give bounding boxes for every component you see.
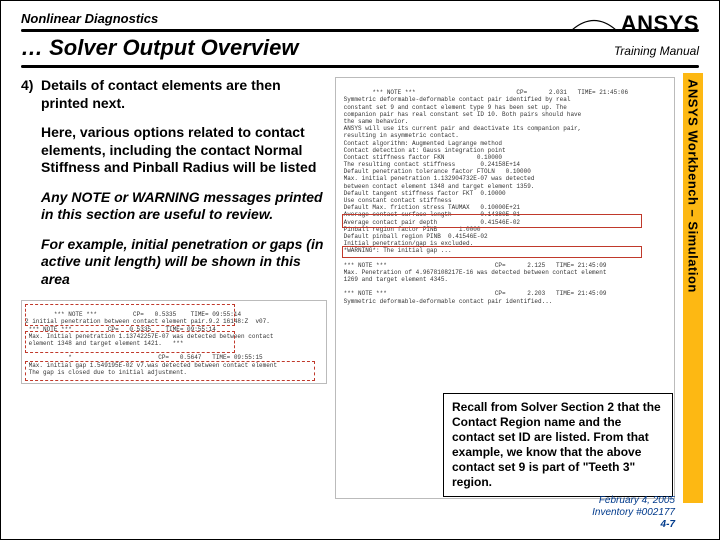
highlight-dashed-1 — [25, 304, 235, 326]
logo-text: ANSYS — [621, 11, 699, 36]
slide: Nonlinear Diagnostics ANSYS … Solver Out… — [0, 0, 720, 540]
side-stripe: ANSYS Workbench – Simulation — [683, 73, 703, 503]
note-box: Recall from Solver Section 2 that the Co… — [443, 393, 673, 497]
divider-below-title — [21, 65, 699, 68]
left-column: 4) Details of contact elements are then … — [21, 77, 327, 499]
highlight-box-2 — [342, 246, 642, 258]
paragraph-1: Here, various options related to contact… — [21, 124, 327, 177]
header-top-row: Nonlinear Diagnostics ANSYS — [21, 11, 699, 37]
slide-title: … Solver Output Overview — [21, 35, 299, 61]
bullet-4-text: Details of contact elements are then pri… — [41, 77, 281, 111]
right-column: *** NOTE *** CP= 2.031 TIME= 21:45:06 Sy… — [335, 77, 675, 499]
paragraph-2: Any NOTE or WARNING messages printed in … — [21, 189, 327, 224]
paragraph-3: For example, initial penetration or gaps… — [21, 236, 327, 289]
logo: ANSYS — [572, 11, 699, 37]
divider-top — [21, 29, 699, 32]
training-manual-label: Training Manual — [614, 44, 699, 58]
footer-inventory: Inventory #002177 — [592, 507, 675, 519]
title-row: … Solver Output Overview Training Manual — [21, 35, 699, 61]
main-listing-text: *** NOTE *** CP= 2.031 TIME= 21:45:06 Sy… — [340, 89, 628, 304]
highlight-box-1 — [342, 214, 642, 228]
footer-page-number: 4-7 — [592, 519, 675, 531]
footer: February 4, 2005 Inventory #002177 4-7 — [592, 495, 675, 531]
highlight-dashed-3 — [25, 361, 315, 381]
section-label: Nonlinear Diagnostics — [21, 11, 158, 26]
body: 4) Details of contact elements are then … — [21, 77, 675, 499]
bullet-4-number: 4) — [21, 77, 33, 95]
footer-date: February 4, 2005 — [592, 495, 675, 507]
small-listing: *** NOTE *** CP= 0.5335 TIME= 09:55:14 2… — [21, 300, 327, 384]
highlight-dashed-2 — [25, 331, 235, 353]
side-stripe-text: ANSYS Workbench – Simulation — [686, 73, 701, 293]
bullet-4: 4) Details of contact elements are then … — [21, 77, 327, 112]
